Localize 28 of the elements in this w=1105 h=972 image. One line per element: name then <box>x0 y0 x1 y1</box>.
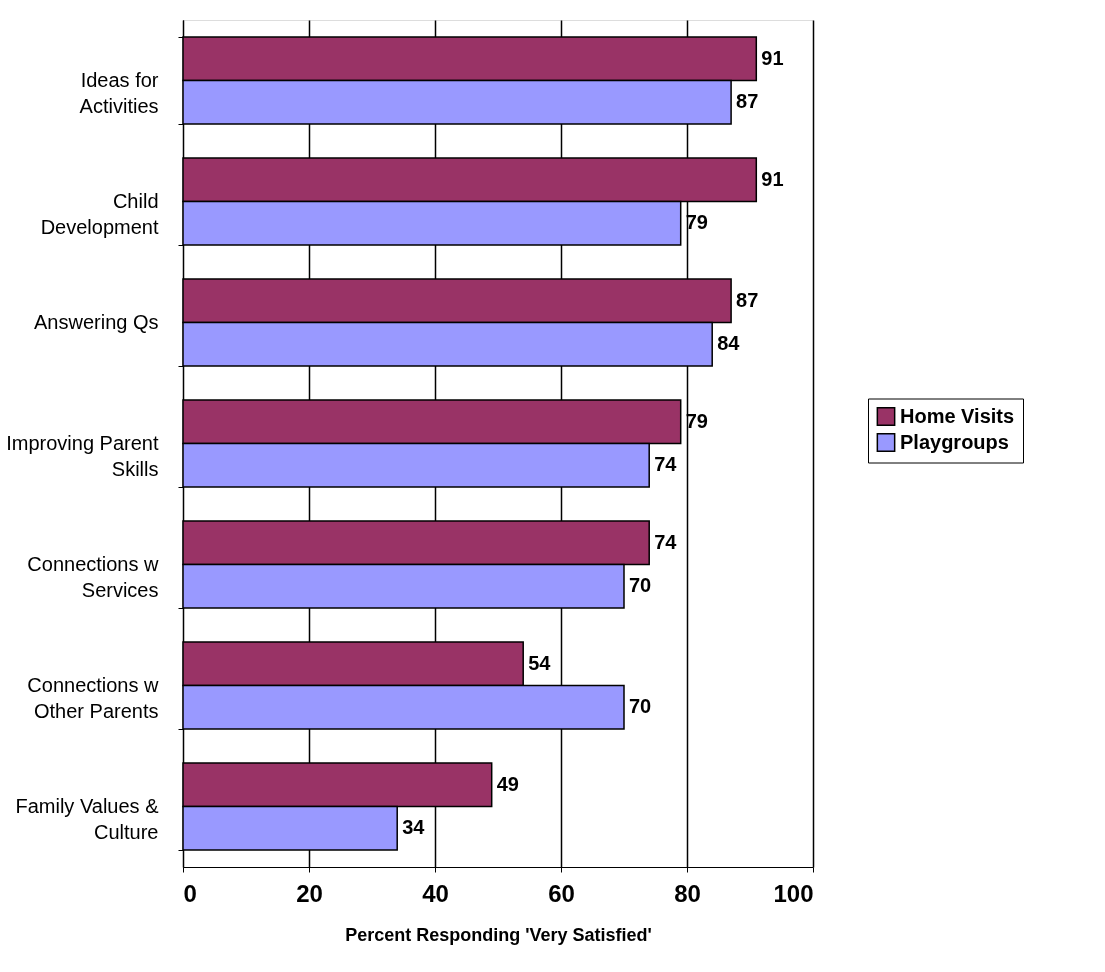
x-axis-title: Percent Responding 'Very Satisfied' <box>345 924 652 945</box>
data-label: 70 <box>629 574 652 597</box>
data-label: 91 <box>761 167 784 190</box>
data-label: 87 <box>736 288 759 311</box>
x-tick-label: 60 <box>548 879 575 907</box>
y-tick-label: Ideas for Activities <box>79 69 159 117</box>
data-label: 34 <box>402 816 426 839</box>
y-tick-label: Improving Parent Skills <box>6 432 159 480</box>
data-label: 87 <box>736 90 759 113</box>
data-label: 74 <box>654 530 678 553</box>
y-tick-label: Answering Qs <box>34 311 159 333</box>
data-label: 74 <box>654 453 678 476</box>
x-tick-label: 20 <box>296 879 323 907</box>
y-tick-label: Family Values & Culture <box>15 795 160 843</box>
y-tick-label: Connections w Other Parents <box>27 674 160 722</box>
x-tick-label: 80 <box>674 879 701 907</box>
x-tick-label: 0 <box>183 879 197 907</box>
y-tick-label: Connections w Services <box>27 553 160 601</box>
x-tick-label: 40 <box>422 879 449 907</box>
data-label: 91 <box>761 46 784 69</box>
legend-label: Home Visits <box>900 404 1015 427</box>
x-tick-label: 100 <box>773 879 814 907</box>
legend-label: Playgroups <box>900 430 1009 453</box>
data-label: 49 <box>496 772 519 795</box>
data-label: 54 <box>528 651 552 674</box>
y-tick-label: Child Development <box>40 190 159 238</box>
data-label: 70 <box>629 695 652 718</box>
data-label: 84 <box>717 332 741 355</box>
